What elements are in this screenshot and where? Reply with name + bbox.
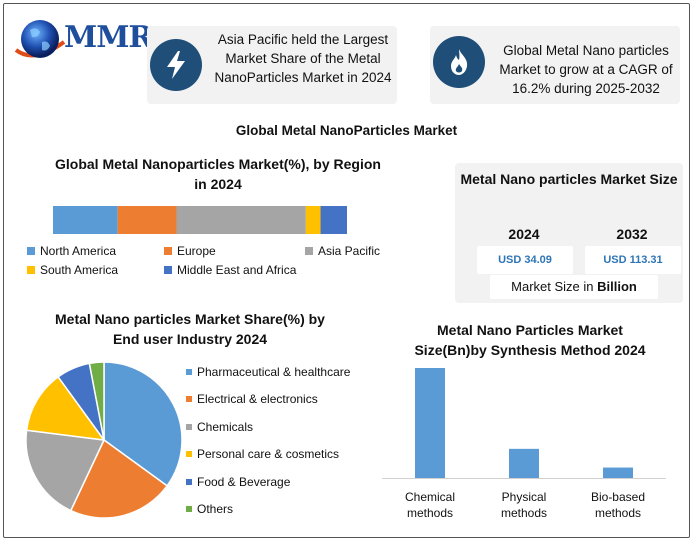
pie-slice-pharmaceutical-and-healthcare [103, 361, 183, 487]
bar-bio-based-methods [603, 467, 633, 478]
legend-label: North America [40, 244, 117, 258]
pie-slice-personal-care-and-cosmetics [25, 375, 106, 441]
region-stacked-bar [53, 206, 347, 234]
x-tick-label: Bio-based methods [590, 490, 646, 520]
pie-legend-item: Others [186, 502, 233, 516]
year-2032-label: 2032 [616, 226, 648, 242]
pie-legend-item: Food & Beverage [186, 475, 290, 489]
market-size-panel: Metal Nano particles Market Size 2024 20… [455, 163, 683, 303]
value-2032: USD 113.31 [585, 246, 681, 274]
region-legend-item: Europe [164, 244, 216, 258]
region-legend-item: Asia Pacific [305, 244, 380, 258]
value-2024: USD 34.09 [477, 246, 573, 274]
logo-text: MMR [64, 20, 153, 55]
region-bar-segment-middle-east-and-africa [320, 206, 347, 234]
legend-label: South America [40, 263, 119, 277]
pie-legend-item: Pharmaceutical & healthcare [186, 365, 350, 379]
region-bar-segment-asia-pacific [176, 206, 306, 234]
bar-chemical-methods [415, 368, 445, 478]
legend-label: Chemicals [197, 419, 254, 434]
legend-label: Middle East and Africa [177, 263, 297, 277]
mmr-logo: MMR [12, 12, 153, 70]
globe-icon [14, 20, 66, 58]
legend-swatch [305, 247, 313, 255]
legend-swatch [186, 369, 192, 375]
pie-slice-others [88, 361, 105, 441]
callout-asia-pacific: Asia Pacific held the Largest Market Sha… [147, 26, 397, 104]
legend-label: Pharmaceutical & healthcare [197, 365, 351, 379]
legend-label: Electrical & electronics [197, 392, 318, 407]
pie-chart-title: Metal Nano particles Market Share(%) by … [55, 311, 325, 347]
flame-icon [433, 36, 485, 88]
region-legend-item: North America [27, 244, 116, 258]
legend-swatch [186, 451, 192, 458]
legend-label: Asia Pacific [318, 244, 381, 258]
region-bar-segment-europe [117, 206, 177, 234]
year-2024-label: 2024 [508, 226, 540, 242]
end-user-pie-chart [25, 361, 183, 519]
region-bar-segment-south-america [305, 206, 321, 234]
pie-slice-chemicals [25, 429, 106, 512]
legend-label: Others [197, 502, 234, 516]
main-title: Global Metal NanoParticles Market [235, 123, 458, 138]
market-size-title: Metal Nano particles Market Size [460, 171, 678, 187]
legend-swatch [186, 506, 192, 512]
legend-label: Europe [177, 244, 216, 258]
synthesis-method-bar-chart [382, 368, 666, 479]
region-bar-segment-north-america [53, 206, 118, 234]
legend-swatch [27, 247, 35, 255]
region-legend-item: Middle East and Africa [164, 263, 296, 277]
legend-label: Personal care & cosmetics [197, 447, 340, 462]
bar-chart-title: Metal Nano Particles Market Size(Bn)by S… [414, 322, 646, 358]
callout-text: Global Metal Nano particles Market to gr… [499, 43, 673, 96]
callout-text: Asia Pacific held the Largest Market Sha… [214, 32, 392, 85]
legend-swatch [164, 247, 172, 255]
pie-legend-item: Chemicals [186, 420, 253, 434]
legend-label: Food & Beverage [197, 474, 291, 489]
legend-swatch [186, 478, 192, 485]
region-legend-item: South America [27, 263, 118, 277]
bar-physical-methods [509, 448, 539, 478]
market-size-unit: Market Size in Billion [490, 275, 658, 299]
frame-border [3, 3, 690, 538]
pie-legend-item: Electrical & electronics [186, 392, 318, 406]
legend-swatch [164, 266, 172, 274]
x-tick-label: Chemical methods [404, 490, 455, 520]
region-chart-title: Global Metal Nanoparticles Market(%), by… [55, 156, 381, 192]
callout-cagr: Global Metal Nano particles Market to gr… [430, 26, 680, 104]
pie-legend-item: Personal care & cosmetics [186, 447, 339, 461]
legend-swatch [186, 423, 192, 430]
lightning-icon [150, 39, 202, 91]
x-tick-label: Physical methods [500, 490, 548, 520]
unit-bold: Billion [597, 279, 637, 294]
unit-prefix: Market Size in [511, 279, 598, 294]
legend-swatch [27, 266, 35, 274]
legend-swatch [186, 396, 192, 403]
